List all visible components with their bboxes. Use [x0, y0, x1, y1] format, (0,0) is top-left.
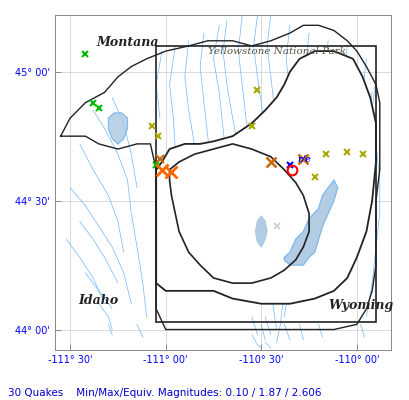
Polygon shape	[255, 216, 266, 247]
Polygon shape	[283, 180, 337, 265]
Text: Idaho: Idaho	[79, 294, 119, 307]
Polygon shape	[156, 51, 375, 304]
Text: 30 Quakes    Min/Max/Equiv. Magnitudes: 0.10 / 1.87 / 2.606: 30 Quakes Min/Max/Equiv. Magnitudes: 0.1…	[8, 388, 321, 398]
Polygon shape	[169, 144, 308, 283]
Text: r/e: r/e	[297, 155, 310, 164]
Text: Yellowstone National Park: Yellowstone National Park	[207, 47, 345, 56]
Bar	[156, 46, 375, 322]
Text: Wyoming: Wyoming	[327, 299, 392, 312]
Text: Montana: Montana	[96, 36, 158, 49]
Polygon shape	[108, 113, 127, 144]
